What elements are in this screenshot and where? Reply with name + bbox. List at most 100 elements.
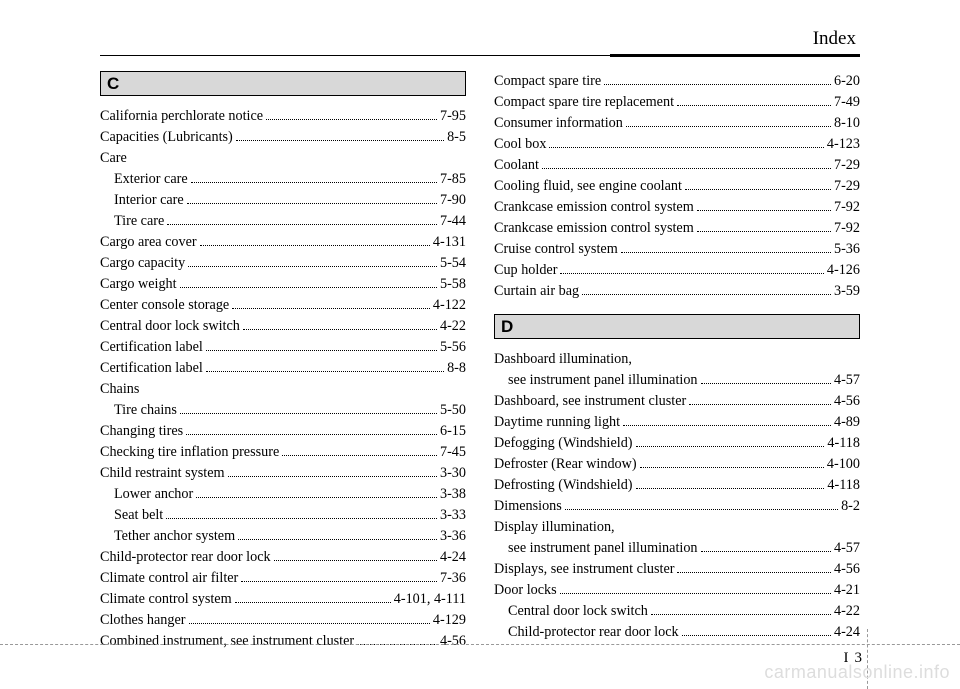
- index-leader: [228, 476, 437, 477]
- index-entry-label: Combined instrument, see instrument clus…: [100, 631, 354, 652]
- watermark: carmanualsonline.info: [764, 662, 950, 683]
- index-entry-page: 8-5: [447, 127, 466, 148]
- index-leader: [651, 614, 831, 615]
- index-leader: [565, 509, 838, 510]
- index-entry: Dimensions 8-2: [494, 496, 860, 517]
- index-entry-page: 3-38: [440, 484, 466, 505]
- index-entry-label: Certification label: [100, 358, 203, 379]
- index-entry-label: Display illumination,: [494, 517, 615, 538]
- index-entry-label: Dimensions: [494, 496, 562, 517]
- index-subentry: Tether anchor system 3-36: [100, 526, 466, 547]
- index-entry-page: 7-45: [440, 442, 466, 463]
- index-entry-page: 3-30: [440, 463, 466, 484]
- index-entry-page: 8-8: [447, 358, 466, 379]
- index-entry: Cool box 4-123: [494, 134, 860, 155]
- index-leader: [623, 425, 831, 426]
- index-entry: Child-protector rear door lock 4-24: [100, 547, 466, 568]
- index-entry: Dashboard illumination,: [494, 349, 860, 370]
- index-entry-page: 7-90: [440, 190, 466, 211]
- index-entry-page: 7-29: [834, 176, 860, 197]
- index-entry-page: 7-95: [440, 106, 466, 127]
- index-entry: Cargo capacity 5-54: [100, 253, 466, 274]
- index-leader: [636, 488, 825, 489]
- index-entry-page: 6-15: [440, 421, 466, 442]
- index-leader: [241, 581, 437, 582]
- index-leader: [180, 413, 437, 414]
- index-leader: [200, 245, 430, 246]
- index-entry-label: Exterior care: [114, 169, 188, 190]
- index-entry-page: 8-2: [841, 496, 860, 517]
- index-entry: Crankcase emission control system 7-92: [494, 218, 860, 239]
- index-leader: [167, 224, 437, 225]
- index-leader: [560, 273, 823, 274]
- index-leader: [689, 404, 831, 405]
- index-entry-page: 4-122: [433, 295, 466, 316]
- index-subentry: Tire chains 5-50: [100, 400, 466, 421]
- index-entry-page: 4-24: [440, 547, 466, 568]
- index-subentry: Exterior care 7-85: [100, 169, 466, 190]
- index-entry: Cargo weight 5-58: [100, 274, 466, 295]
- section-letter: D: [494, 314, 860, 339]
- index-leader: [189, 623, 430, 624]
- index-entry-page: 7-49: [834, 92, 860, 113]
- index-leader: [180, 287, 437, 288]
- rule-thick: [610, 54, 860, 57]
- index-entry-label: Changing tires: [100, 421, 183, 442]
- index-entry-label: Cruise control system: [494, 239, 618, 260]
- index-entry: Dashboard, see instrument cluster 4-56: [494, 391, 860, 412]
- index-leader: [677, 572, 831, 573]
- section-letter: C: [100, 71, 466, 96]
- index-entry: Combined instrument, see instrument clus…: [100, 631, 466, 652]
- index-entry-label: Cargo weight: [100, 274, 177, 295]
- index-entry-label: Coolant: [494, 155, 539, 176]
- index-entry-label: Tire chains: [114, 400, 177, 421]
- index-leader: [235, 602, 391, 603]
- index-entry-label: Displays, see instrument cluster: [494, 559, 674, 580]
- index-entry-label: Cargo capacity: [100, 253, 185, 274]
- index-entry-label: Clothes hanger: [100, 610, 186, 631]
- index-entry-label: Cool box: [494, 134, 546, 155]
- index-entry: Displays, see instrument cluster 4-56: [494, 559, 860, 580]
- index-entry-label: Lower anchor: [114, 484, 193, 505]
- index-entry-label: see instrument panel illumination: [508, 538, 698, 559]
- index-entry-page: 4-101, 4-111: [394, 589, 466, 610]
- index-entry-label: Center console storage: [100, 295, 229, 316]
- index-entry-page: 4-57: [834, 370, 860, 391]
- index-entry-page: 5-36: [834, 239, 860, 260]
- index-entry-page: 4-57: [834, 538, 860, 559]
- index-subentry: Seat belt 3-33: [100, 505, 466, 526]
- index-entry-label: Climate control system: [100, 589, 232, 610]
- index-entry-label: Compact spare tire: [494, 71, 601, 92]
- index-entry: Defrosting (Windshield) 4-118: [494, 475, 860, 496]
- index-entry-label: Chains: [100, 379, 139, 400]
- index-leader: [582, 294, 831, 295]
- index-entry: Defroster (Rear window) 4-100: [494, 454, 860, 475]
- index-entry-page: 3-59: [834, 281, 860, 302]
- index-entry: Crankcase emission control system 7-92: [494, 197, 860, 218]
- index-leader: [636, 446, 825, 447]
- index-leader: [640, 467, 824, 468]
- rule-thin: [100, 55, 610, 56]
- index-entry: Climate control air filter 7-36: [100, 568, 466, 589]
- index-entry-page: 4-56: [834, 391, 860, 412]
- index-entry-label: Checking tire inflation pressure: [100, 442, 279, 463]
- index-entry: Capacities (Lubricants) 8-5: [100, 127, 466, 148]
- index-entry-page: 7-36: [440, 568, 466, 589]
- index-entry-label: Care: [100, 148, 127, 169]
- index-entry-label: see instrument panel illumination: [508, 370, 698, 391]
- index-leader: [187, 203, 437, 204]
- index-entry-label: Dashboard, see instrument cluster: [494, 391, 686, 412]
- index-leader: [266, 119, 437, 120]
- index-leader: [697, 210, 831, 211]
- index-subentry: Tire care 7-44: [100, 211, 466, 232]
- index-entry: Door locks 4-21: [494, 580, 860, 601]
- index-entry-label: Defroster (Rear window): [494, 454, 637, 475]
- index-leader: [238, 539, 437, 540]
- index-entry-page: 7-29: [834, 155, 860, 176]
- index-entry: Compact spare tire replacement 7-49: [494, 92, 860, 113]
- index-entry-page: 4-56: [834, 559, 860, 580]
- index-leader: [682, 635, 831, 636]
- index-subentry: Lower anchor 3-38: [100, 484, 466, 505]
- index-subentry: Child-protector rear door lock 4-24: [494, 622, 860, 643]
- index-subentry: Central door lock switch 4-22: [494, 601, 860, 622]
